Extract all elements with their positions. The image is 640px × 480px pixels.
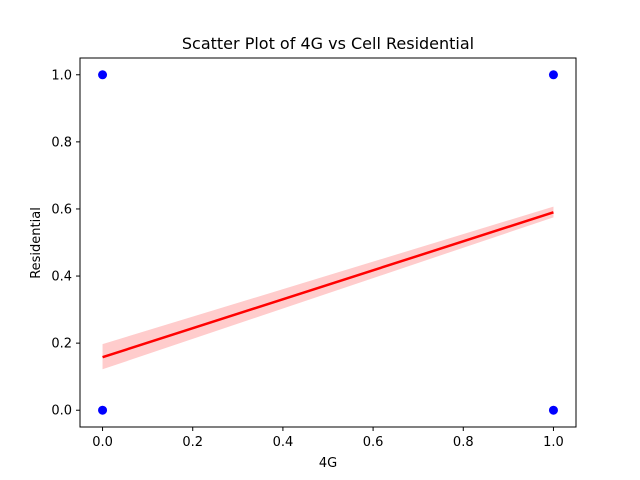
data-point bbox=[98, 405, 108, 415]
x-axis-ticks: 0.0 0.2 0.4 0.6 0.8 1.0 bbox=[92, 427, 564, 450]
x-tick-label: 0.0 bbox=[92, 435, 113, 450]
x-tick-label: 0.2 bbox=[182, 435, 203, 450]
regression-line bbox=[102, 211, 554, 359]
confidence-band-layer bbox=[102, 206, 554, 370]
y-axis-ticks: 0.0 0.2 0.4 0.6 0.8 1.0 bbox=[51, 68, 80, 419]
x-tick-label: 0.6 bbox=[363, 435, 384, 450]
regression-line-layer bbox=[102, 211, 554, 359]
y-tick-label: 0.2 bbox=[51, 337, 72, 352]
y-tick-label: 0.0 bbox=[51, 404, 72, 419]
y-tick-label: 0.8 bbox=[51, 135, 72, 150]
x-axis-label: 4G bbox=[319, 456, 337, 471]
chart-title: Scatter Plot of 4G vs Cell Residential bbox=[182, 34, 474, 53]
y-tick-label: 1.0 bbox=[51, 68, 72, 83]
y-axis-label: Residential bbox=[29, 207, 44, 279]
data-point bbox=[548, 70, 558, 80]
y-tick-label: 0.6 bbox=[51, 202, 72, 217]
plot-area-frame bbox=[79, 57, 577, 428]
data-point bbox=[548, 405, 558, 415]
x-tick-label: 1.0 bbox=[543, 435, 564, 450]
confidence-band bbox=[102, 206, 554, 370]
data-point bbox=[98, 70, 108, 80]
x-tick-label: 0.8 bbox=[453, 435, 474, 450]
y-tick-label: 0.4 bbox=[51, 270, 72, 285]
x-tick-label: 0.4 bbox=[273, 435, 294, 450]
points-layer bbox=[98, 70, 558, 415]
